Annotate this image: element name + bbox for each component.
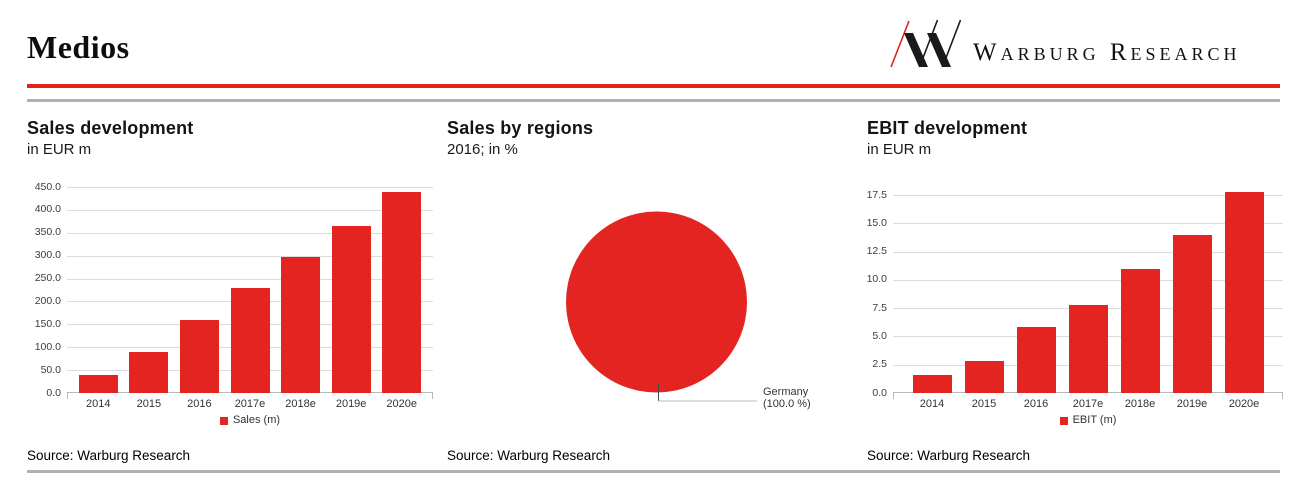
legend-label: Sales (m) <box>232 414 281 426</box>
header-gray-rule <box>27 99 1280 102</box>
x-axis-label: 2015 <box>971 398 997 410</box>
y-axis-label: 12.5 <box>866 245 887 258</box>
gridline <box>67 278 433 280</box>
bar-2014 <box>912 374 952 393</box>
gridline <box>67 209 433 211</box>
header-accent-rule <box>27 84 1280 88</box>
pie-callout-label: Germany <box>763 386 809 398</box>
source-note-regions: Source: Warburg Research <box>447 448 611 463</box>
x-axis-label: 2016 <box>1023 398 1049 410</box>
y-axis-label: 5.0 <box>872 329 887 342</box>
x-axis-label: 2019e <box>335 398 367 410</box>
axis-tick <box>67 393 68 399</box>
x-axis-label: 2015 <box>136 398 162 410</box>
legend-swatch <box>1059 416 1068 425</box>
pie-callout-value: (100.0 %) <box>763 398 811 410</box>
y-axis-label: 0.0 <box>872 386 887 399</box>
source-note-ebit: Source: Warburg Research <box>867 448 1031 463</box>
gridline <box>67 187 433 188</box>
y-axis-label: 100.0 <box>34 340 61 353</box>
y-axis-label: 15.0 <box>866 216 887 229</box>
chart-title-sales: Sales development <box>27 118 194 138</box>
y-axis-label: 7.5 <box>872 301 887 314</box>
y-axis-label: 17.5 <box>866 188 887 201</box>
x-axis-label: 2014 <box>86 398 111 410</box>
x-axis-label: 2017e <box>234 398 266 410</box>
x-axis-label: 2020e <box>386 398 417 410</box>
sales-by-regions-pie-chart: Germany (100.0 %) <box>566 211 811 410</box>
chart-subtitle-sales: in EUR m <box>27 141 92 158</box>
footer-gray-rule <box>27 470 1280 473</box>
y-axis-label: 50.0 <box>40 363 61 376</box>
y-axis-label: 2.5 <box>872 358 887 371</box>
ebit-bar-chart: 0.0 2.5 5.0 7.5 10.0 12.5 15.0 17.5 2014 2015 2016… <box>867 189 1283 426</box>
bar-2017e <box>230 287 270 393</box>
bar-2014 <box>78 374 118 393</box>
gridline <box>893 223 1283 225</box>
warburg-logo-icon <box>890 19 962 68</box>
sales-by-regions-panel: Sales by regions 2016; in % Germany (100… <box>447 112 860 499</box>
gridline <box>893 279 1283 281</box>
x-axis-label: 2016 <box>187 398 212 410</box>
y-axis-label: 0.0 <box>46 386 61 399</box>
bar-2019e <box>331 225 371 393</box>
bar-2020e <box>1224 191 1264 393</box>
bar-2017e <box>1068 304 1108 393</box>
sales-bar-chart: 0.0 50.0 100.0 150.0 200.0 250.0 300.0 350.0 400… <box>35 181 433 426</box>
legend: Sales (m) <box>67 415 433 426</box>
x-axis-label: 2018e <box>285 398 316 410</box>
ebit-development-panel: EBIT development in EUR m 0.0 2.5 5.0 7.5 10… <box>867 112 1283 499</box>
y-axis-label: 250.0 <box>34 272 61 285</box>
y-axis-label: 450.0 <box>34 180 61 193</box>
pie-slice-germany <box>566 211 747 393</box>
gridline <box>67 232 433 234</box>
y-axis-label: 300.0 <box>34 249 61 262</box>
axis-tick <box>1282 393 1283 399</box>
x-axis-label: 2020e <box>1228 398 1260 410</box>
bar-2015 <box>129 351 169 393</box>
bar-2016 <box>1016 327 1056 393</box>
bar-2016 <box>179 319 219 393</box>
axis-tick <box>432 393 433 399</box>
gridline <box>67 255 433 257</box>
chart-subtitle-regions: 2016; in % <box>447 141 518 158</box>
bar-2020e <box>382 191 422 393</box>
bar-2018e <box>1120 268 1160 393</box>
y-axis-label: 350.0 <box>34 226 61 239</box>
brand: Warburg Research <box>885 18 1295 72</box>
y-axis-label: 150.0 <box>34 317 61 330</box>
chart-subtitle-ebit: in EUR m <box>867 141 932 158</box>
page-title: Medios <box>27 29 130 65</box>
legend-label: EBIT (m) <box>1072 414 1117 426</box>
source-note-sales: Source: Warburg Research <box>27 448 191 463</box>
legend-swatch <box>219 416 228 425</box>
axis-tick <box>893 393 894 399</box>
chart-title-regions: Sales by regions <box>447 118 594 138</box>
x-axis-label: 2014 <box>919 398 945 410</box>
bar-2019e <box>1172 234 1212 393</box>
brand-wordmark: Warburg Research <box>973 39 1241 66</box>
legend: EBIT (m) <box>893 415 1283 426</box>
x-axis-label: 2019e <box>1176 398 1208 410</box>
gridline <box>893 195 1283 196</box>
chart-title-ebit: EBIT development <box>867 118 1028 138</box>
x-axis-label: 2018e <box>1124 398 1156 410</box>
sales-development-panel: Sales development in EUR m 0.0 50.0 100.0 1… <box>27 112 440 499</box>
bar-2018e <box>281 257 321 393</box>
y-axis-label: 10.0 <box>866 273 887 286</box>
bar-2015 <box>964 361 1004 393</box>
y-axis-label: 400.0 <box>34 203 61 216</box>
x-axis-label: 2017e <box>1072 398 1104 410</box>
gridline <box>893 251 1283 253</box>
y-axis-label: 200.0 <box>34 294 61 307</box>
